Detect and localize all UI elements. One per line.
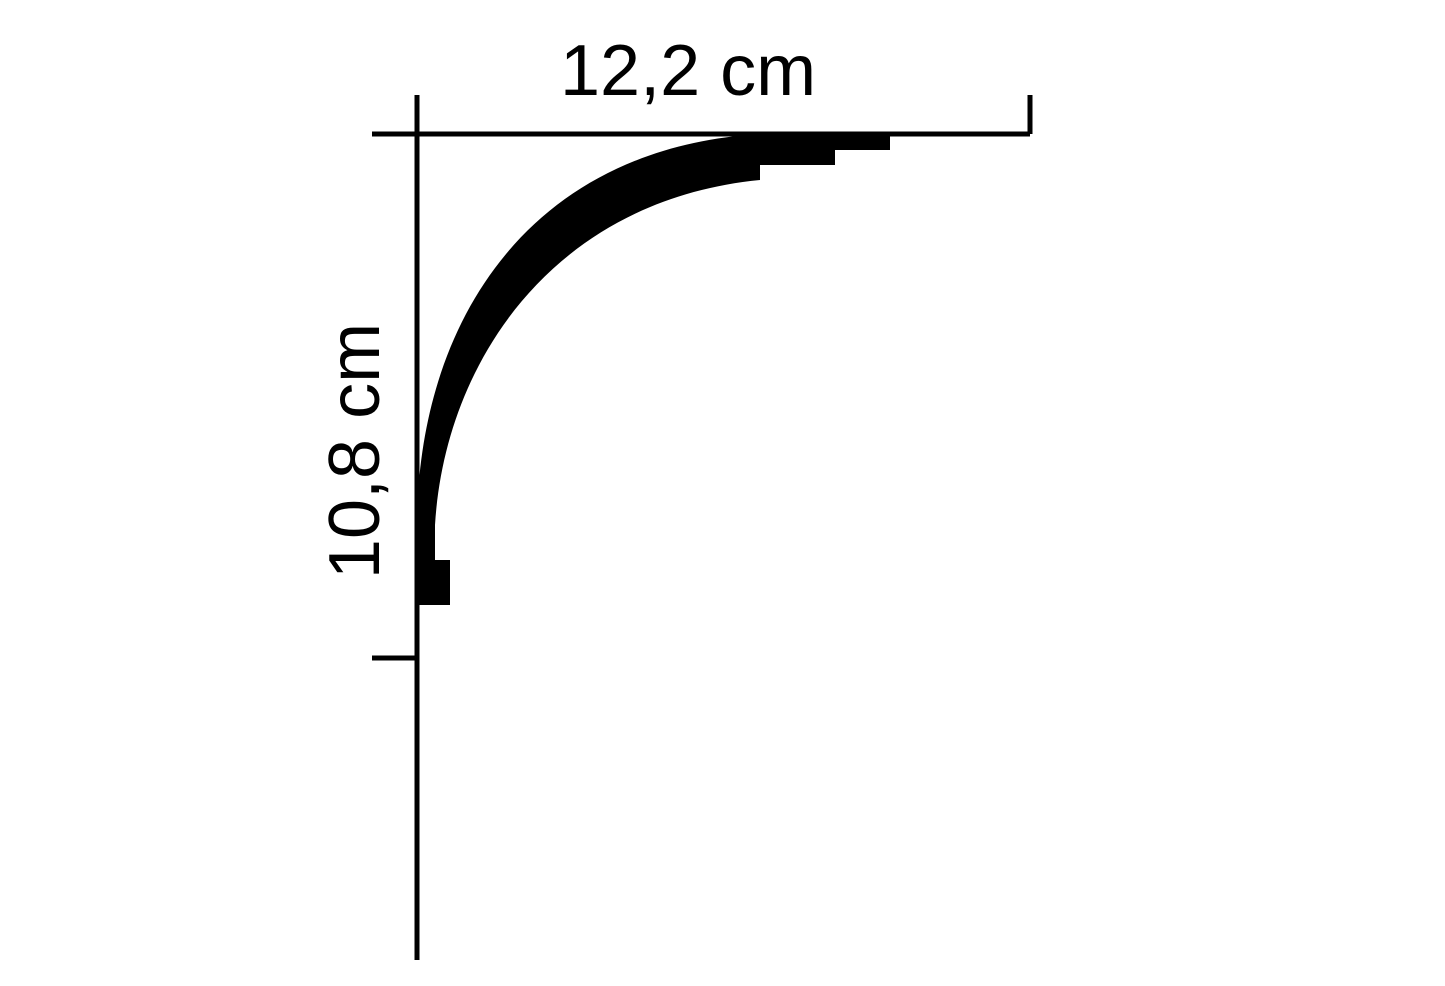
moulding-profile [417,134,890,605]
height-dimension-label: 10,8 cm [314,311,396,591]
width-dimension-label: 12,2 cm [560,30,816,112]
diagram-container: 12,2 cm 10,8 cm [0,0,1445,986]
profile-drawing [0,0,1445,986]
